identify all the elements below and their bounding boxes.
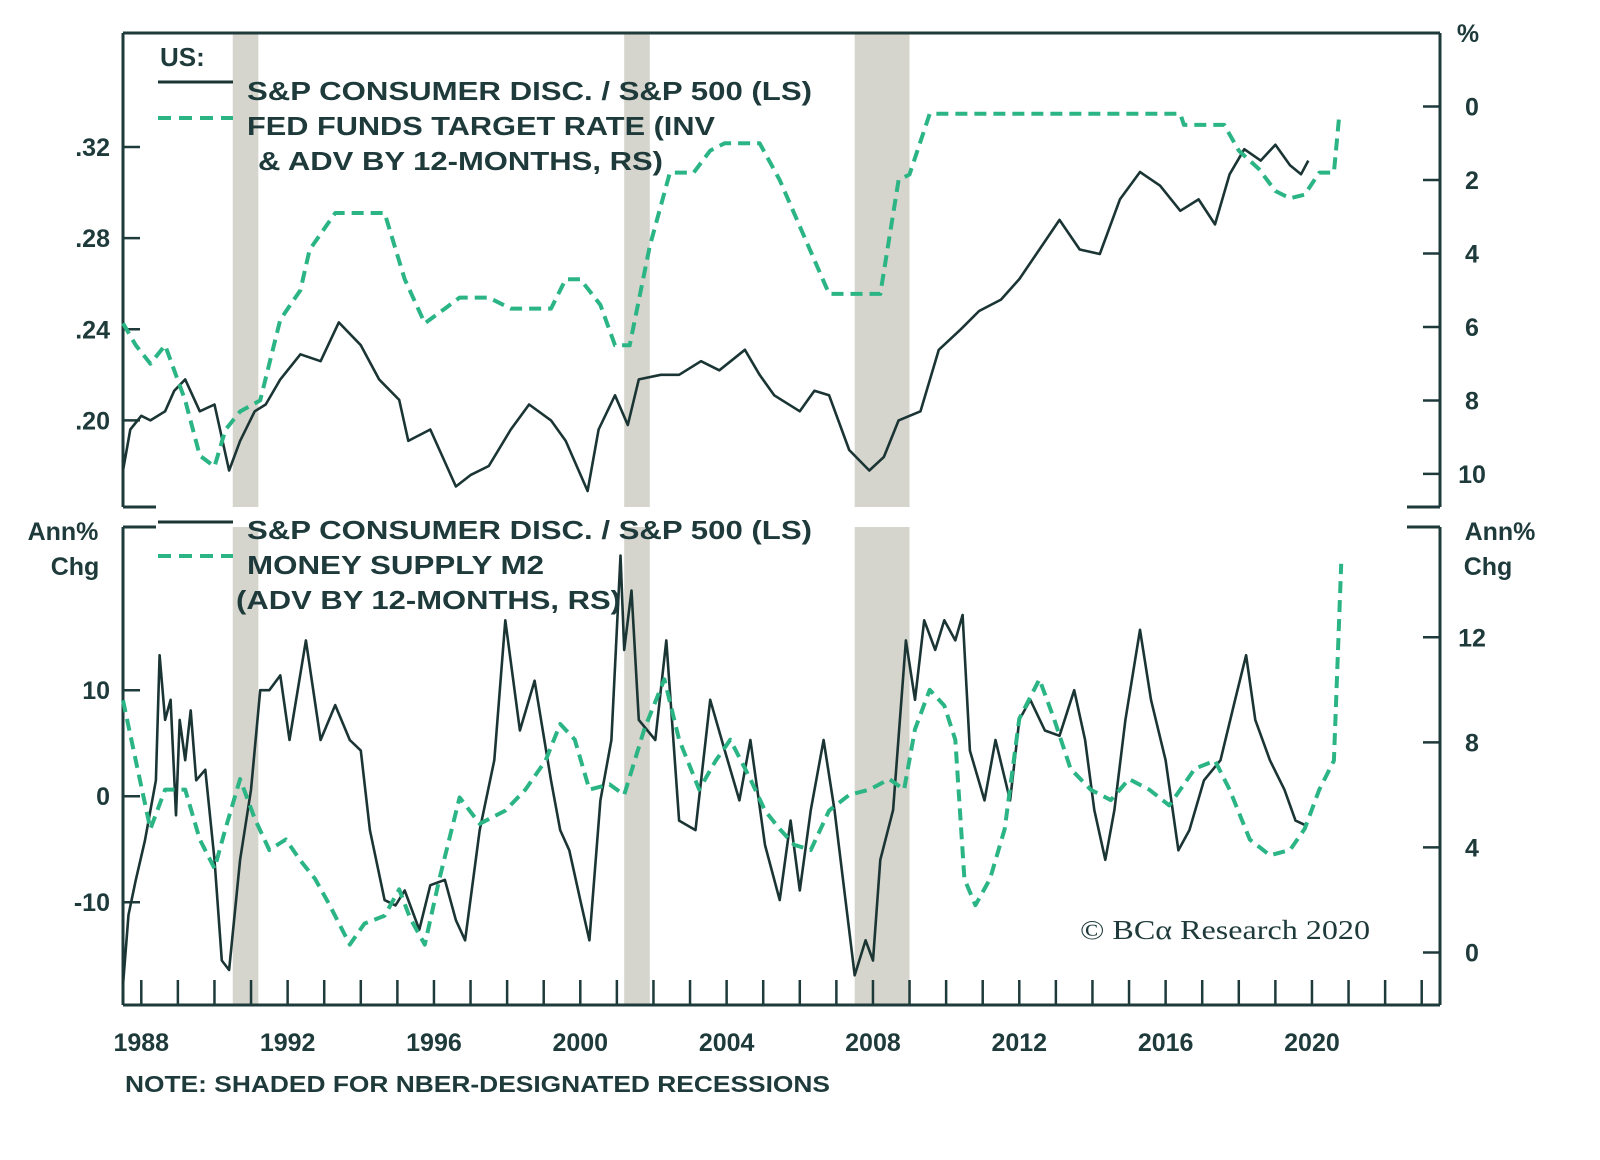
legend-bottom-ratio: S&P CONSUMER DISC. / S&P 500 (LS) <box>247 515 812 545</box>
right-y-tick-label: 8 <box>1465 729 1479 757</box>
recession-band <box>854 33 910 507</box>
x-tick-label: 1992 <box>260 1029 316 1057</box>
right-y-tick-label: 10 <box>1458 461 1486 489</box>
legend-top-ratio: S&P CONSUMER DISC. / S&P 500 (LS) <box>247 76 812 106</box>
chart-frame <box>121 31 1442 1007</box>
left-y-tick-label: .20 <box>75 407 110 435</box>
x-tick-label: 2012 <box>991 1029 1047 1057</box>
left-unit-line1: Ann% <box>28 518 99 546</box>
right-unit-line2: Chg <box>1464 553 1513 581</box>
legend-top-fedfunds: FED FUNDS TARGET RATE (INV <box>247 111 716 141</box>
x-tick-label: 2016 <box>1138 1029 1194 1057</box>
right-y-tick-label: 0 <box>1465 93 1479 121</box>
legend-bottom-m2: MONEY SUPPLY M2 <box>247 550 544 580</box>
recession-shading <box>232 33 910 1005</box>
recession-band <box>854 527 910 1005</box>
left-y-tick-label: .28 <box>75 225 110 253</box>
right-y-tick-label: 12 <box>1458 624 1486 652</box>
right-y-tick-label: 0 <box>1465 939 1479 967</box>
right-y-tick-label: 6 <box>1465 314 1479 342</box>
right-y-tick-label: 4 <box>1465 240 1479 268</box>
solid-series-line-top <box>121 143 1310 493</box>
x-tick-label: 2008 <box>845 1029 901 1057</box>
copyright-label: © BCα Research 2020 <box>1080 915 1370 945</box>
series-lines <box>121 111 1344 986</box>
x-tick-label: 2000 <box>552 1029 608 1057</box>
left-y-tick-label: 10 <box>82 677 110 705</box>
left-y-tick-label: -10 <box>74 889 110 917</box>
right-y-tick-label: 4 <box>1465 834 1479 862</box>
x-tick-label: 2020 <box>1284 1029 1340 1057</box>
right-unit-percent: % <box>1457 20 1479 48</box>
x-tick-label: 2004 <box>699 1029 755 1057</box>
left-y-tick-label: 0 <box>96 783 110 811</box>
legend-bottom-m2-cont: (ADV BY 12-MONTHS, RS) <box>236 585 621 615</box>
tick-labels: 1988 1992 1996 2000 2004 2008 2012 2016 2020.20.… <box>74 93 1486 1057</box>
legend-top-fedfunds-cont: & ADV BY 12-MONTHS, RS) <box>258 146 663 176</box>
right-y-tick-label: 2 <box>1465 167 1479 195</box>
recession-band <box>624 527 650 1005</box>
x-tick-label: 1988 <box>113 1029 169 1057</box>
dashed-series-line-bottom <box>121 563 1344 947</box>
right-y-tick-label: 8 <box>1465 387 1479 415</box>
right-unit-line1: Ann% <box>1465 518 1536 546</box>
left-y-tick-label: .24 <box>75 316 110 344</box>
region-label: US: <box>160 42 205 72</box>
dashed-series-line-top <box>121 111 1342 469</box>
left-y-tick-label: .32 <box>75 134 110 162</box>
solid-series-line-bottom <box>121 554 1306 986</box>
x-tick-label: 1996 <box>406 1029 462 1057</box>
footnote: NOTE: SHADED FOR NBER-DESIGNATED RECESSI… <box>125 1071 830 1097</box>
left-unit-line2: Chg <box>51 553 100 581</box>
